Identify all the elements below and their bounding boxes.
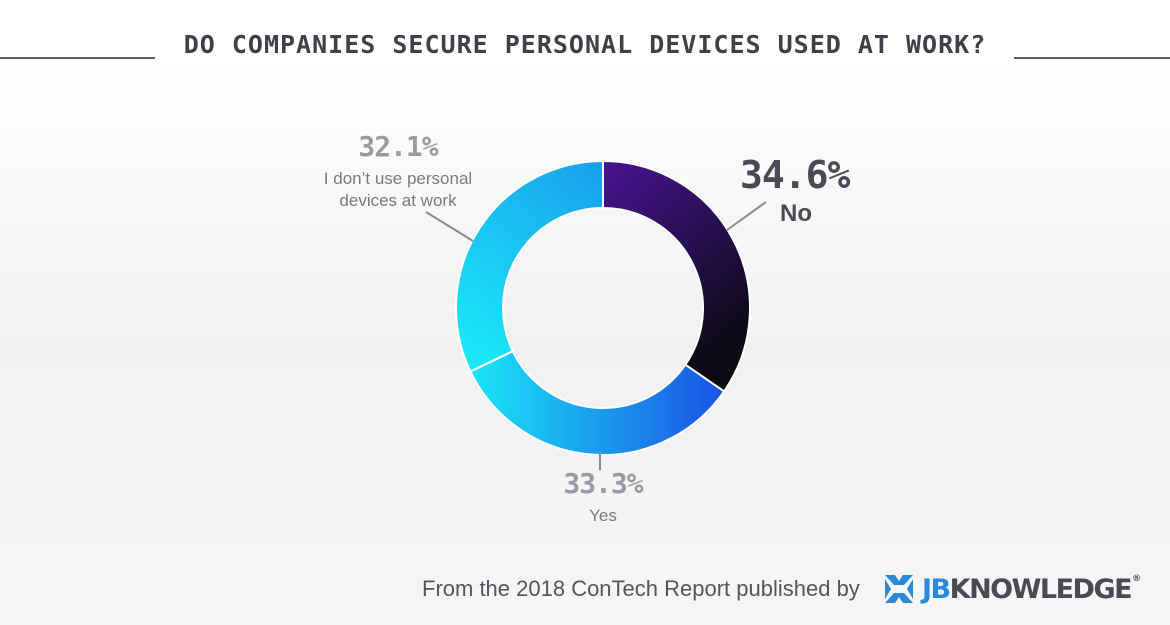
leader-line-idu — [425, 211, 474, 242]
title-rule-right — [1014, 57, 1170, 59]
value-label-no: 34.6% — [740, 153, 850, 197]
value-label-idu: 32.1% — [358, 130, 438, 163]
jbknowledge-logo-icon — [885, 575, 913, 603]
category-label-yes: Yes — [589, 506, 617, 525]
value-label-yes: 33.3% — [563, 467, 643, 500]
jbknowledge-logo-text: JBKNOWLEDGE® — [922, 573, 1141, 605]
donut-slice-idu — [455, 159, 604, 373]
category-label-no: No — [780, 200, 812, 227]
jbknowledge-logo[interactable]: JBKNOWLEDGE® — [882, 572, 1141, 606]
source-footer: From the 2018 ConTech Report published b… — [422, 576, 860, 601]
donut-slice-yes — [469, 349, 726, 456]
category-label-idu: I don’t use personal devices at work — [323, 169, 473, 210]
leader-line-no — [726, 201, 767, 231]
title-rule-left — [0, 57, 155, 59]
donut-slice-no — [602, 159, 751, 393]
chart-title: DO COMPANIES SECURE PERSONAL DEVICES USE… — [183, 30, 987, 59]
